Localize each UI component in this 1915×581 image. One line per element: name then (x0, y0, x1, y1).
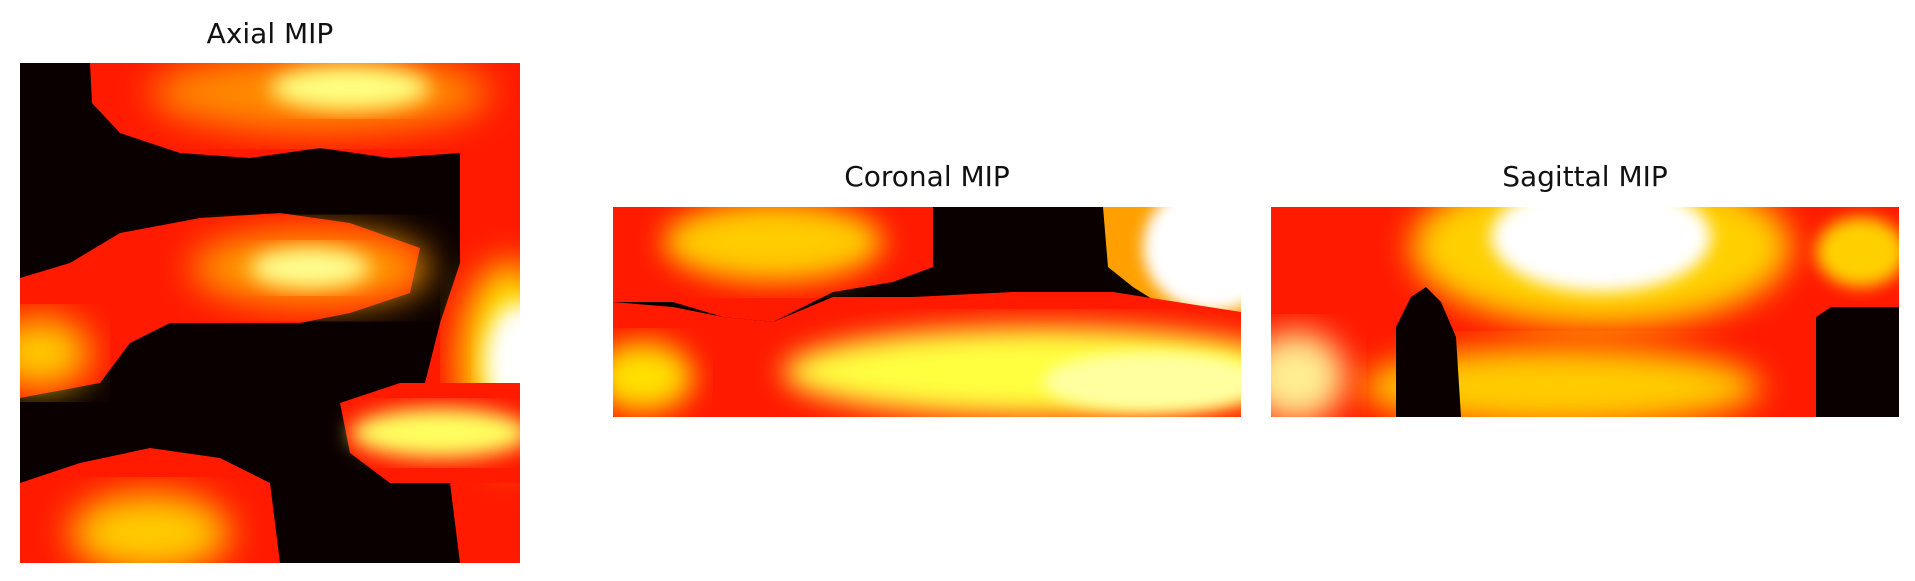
axial-title: Axial MIP (206, 17, 334, 50)
axial-mip-image (20, 63, 520, 563)
sagittal-title: Sagittal MIP (1502, 160, 1668, 193)
sagittal-mip-image (1271, 207, 1899, 417)
coronal-title: Coronal MIP (844, 160, 1010, 193)
coronal-mip-image (613, 207, 1241, 417)
